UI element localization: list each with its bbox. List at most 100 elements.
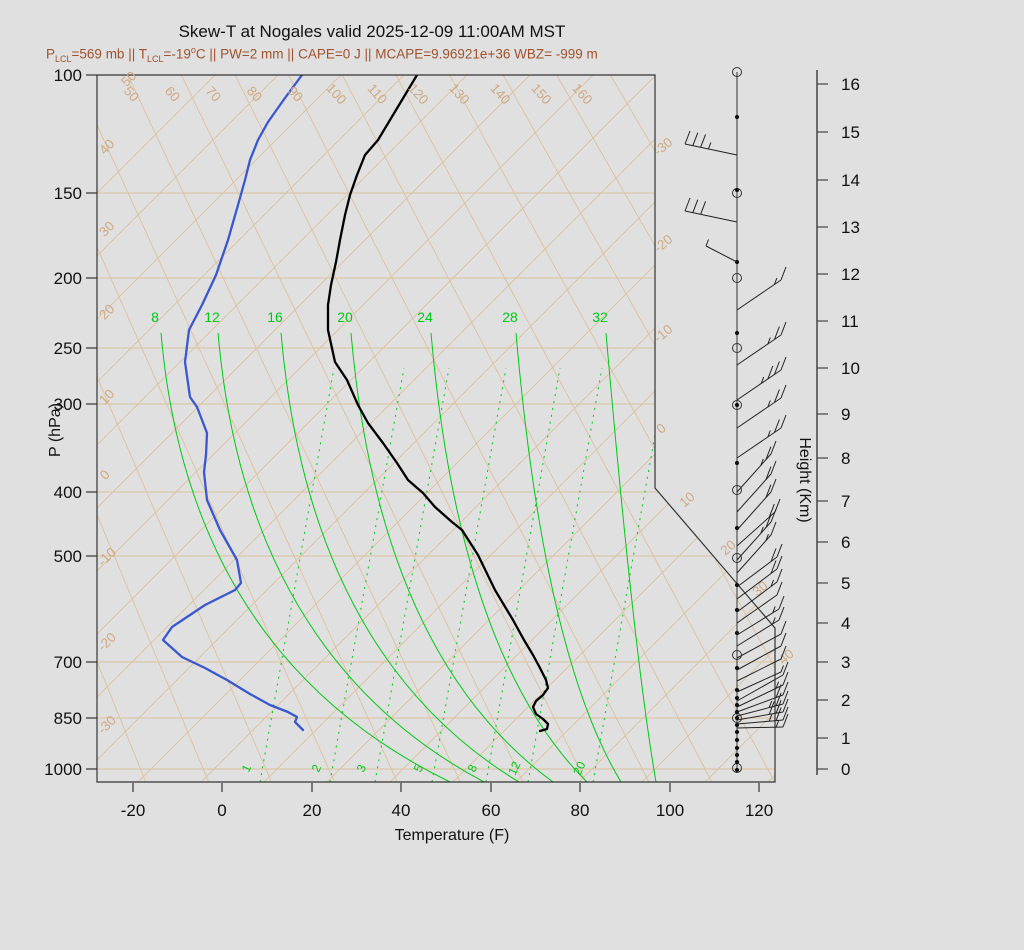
plot-border <box>96 74 776 783</box>
wind-level-dot <box>734 630 740 636</box>
svg-text:400: 400 <box>54 483 82 502</box>
isobar-lines <box>97 192 775 770</box>
svg-text:100: 100 <box>323 81 349 108</box>
dry-adiabat-grid-lines <box>97 75 775 782</box>
wind-barbs <box>684 67 789 773</box>
svg-text:200: 200 <box>54 269 82 288</box>
wind-level-dot <box>734 722 740 728</box>
svg-text:120: 120 <box>405 81 431 108</box>
svg-text:80: 80 <box>244 83 265 104</box>
svg-text:11: 11 <box>841 312 859 331</box>
svg-text:30: 30 <box>750 578 771 599</box>
svg-text:16: 16 <box>841 75 860 94</box>
wind-level-dot <box>734 187 740 193</box>
svg-text:5: 5 <box>411 762 427 774</box>
wind-level-dot <box>734 665 740 671</box>
wind-level-circle <box>732 343 742 353</box>
svg-text:14: 14 <box>841 171 860 190</box>
svg-text:28: 28 <box>502 309 518 325</box>
svg-text:12: 12 <box>505 759 523 777</box>
wind-level-dot <box>734 330 740 336</box>
svg-text:60: 60 <box>482 801 501 820</box>
svg-text:15: 15 <box>841 123 860 142</box>
svg-text:6: 6 <box>841 533 850 552</box>
svg-text:110: 110 <box>365 81 391 107</box>
svg-text:20: 20 <box>303 801 322 820</box>
svg-text:0: 0 <box>653 420 668 436</box>
svg-text:9: 9 <box>841 405 850 424</box>
svg-text:50: 50 <box>121 83 142 104</box>
wind-level-circle <box>732 650 742 660</box>
wind-level-dot <box>734 582 740 588</box>
svg-text:0: 0 <box>97 467 113 483</box>
wind-level-circle <box>732 273 742 283</box>
pressure-axis: 100 150 200 250 300 400 500 700 850 1000 P (hPa) <box>44 66 97 779</box>
wind-level-circle <box>732 553 742 563</box>
svg-text:850: 850 <box>54 709 82 728</box>
wind-level-dot <box>734 737 740 743</box>
wind-level-dot <box>734 525 740 531</box>
svg-text:140: 140 <box>487 81 513 108</box>
temperature-axis: -20 0 20 40 60 80 100 120 Temperature (F) <box>121 783 773 844</box>
wind-level-dot <box>734 607 740 613</box>
wind-level-circle <box>732 485 742 495</box>
moist-adiabat-lines <box>160 332 657 782</box>
dewpoint-curve <box>161 75 305 732</box>
svg-text:2: 2 <box>309 762 325 774</box>
svg-text:12: 12 <box>204 309 220 325</box>
svg-text:10: 10 <box>677 489 698 510</box>
wind-level-dot <box>734 259 740 265</box>
svg-text:40: 40 <box>96 136 117 157</box>
wind-level-dot <box>734 687 740 693</box>
svg-text:100: 100 <box>54 66 82 85</box>
wind-level-dot <box>734 709 740 715</box>
svg-text:5: 5 <box>841 574 850 593</box>
svg-text:10: 10 <box>841 359 860 378</box>
svg-text:13: 13 <box>841 218 860 237</box>
svg-text:20: 20 <box>718 537 739 558</box>
svg-text:60: 60 <box>162 83 183 104</box>
svg-text:32: 32 <box>592 309 608 325</box>
svg-text:90: 90 <box>285 83 306 104</box>
svg-text:120: 120 <box>745 801 773 820</box>
svg-text:130: 130 <box>446 81 472 108</box>
svg-text:30: 30 <box>96 218 117 239</box>
wind-level-dot <box>734 729 740 735</box>
svg-text:700: 700 <box>54 653 82 672</box>
wind-level-dot <box>734 114 740 120</box>
temperature-curve <box>326 75 550 733</box>
wind-level-dot <box>734 767 740 773</box>
height-axis-label: Height (Km) <box>796 437 813 522</box>
wind-level-dot <box>734 759 740 765</box>
svg-text:3: 3 <box>841 653 850 672</box>
svg-text:7: 7 <box>841 492 850 511</box>
moist-adiabat-labels: 8 12 16 20 24 28 32 <box>151 309 608 325</box>
svg-text:150: 150 <box>528 81 554 108</box>
svg-text:0: 0 <box>841 760 850 779</box>
chart-title: Skew-T at Nogales valid 2025-12-09 11:00… <box>178 22 566 41</box>
svg-text:20: 20 <box>337 309 353 325</box>
svg-text:12: 12 <box>841 265 860 284</box>
wind-level-dot <box>734 745 740 751</box>
svg-text:16: 16 <box>267 309 283 325</box>
svg-text:0: 0 <box>217 801 226 820</box>
svg-text:1000: 1000 <box>44 760 82 779</box>
svg-text:8: 8 <box>841 449 850 468</box>
wind-level-circle <box>732 67 742 77</box>
svg-text:-20: -20 <box>121 801 146 820</box>
wind-level-dot <box>734 460 740 466</box>
svg-text:-30: -30 <box>95 713 119 737</box>
pressure-axis-label: P (hPa) <box>47 403 64 457</box>
svg-text:250: 250 <box>54 339 82 358</box>
svg-text:500: 500 <box>54 547 82 566</box>
svg-text:1: 1 <box>239 762 255 774</box>
svg-text:40: 40 <box>776 646 797 667</box>
wind-level-dot <box>734 715 740 721</box>
svg-text:-10: -10 <box>95 545 119 569</box>
svg-text:1: 1 <box>841 729 850 748</box>
svg-text:4: 4 <box>841 614 850 633</box>
plot-area <box>97 75 775 782</box>
